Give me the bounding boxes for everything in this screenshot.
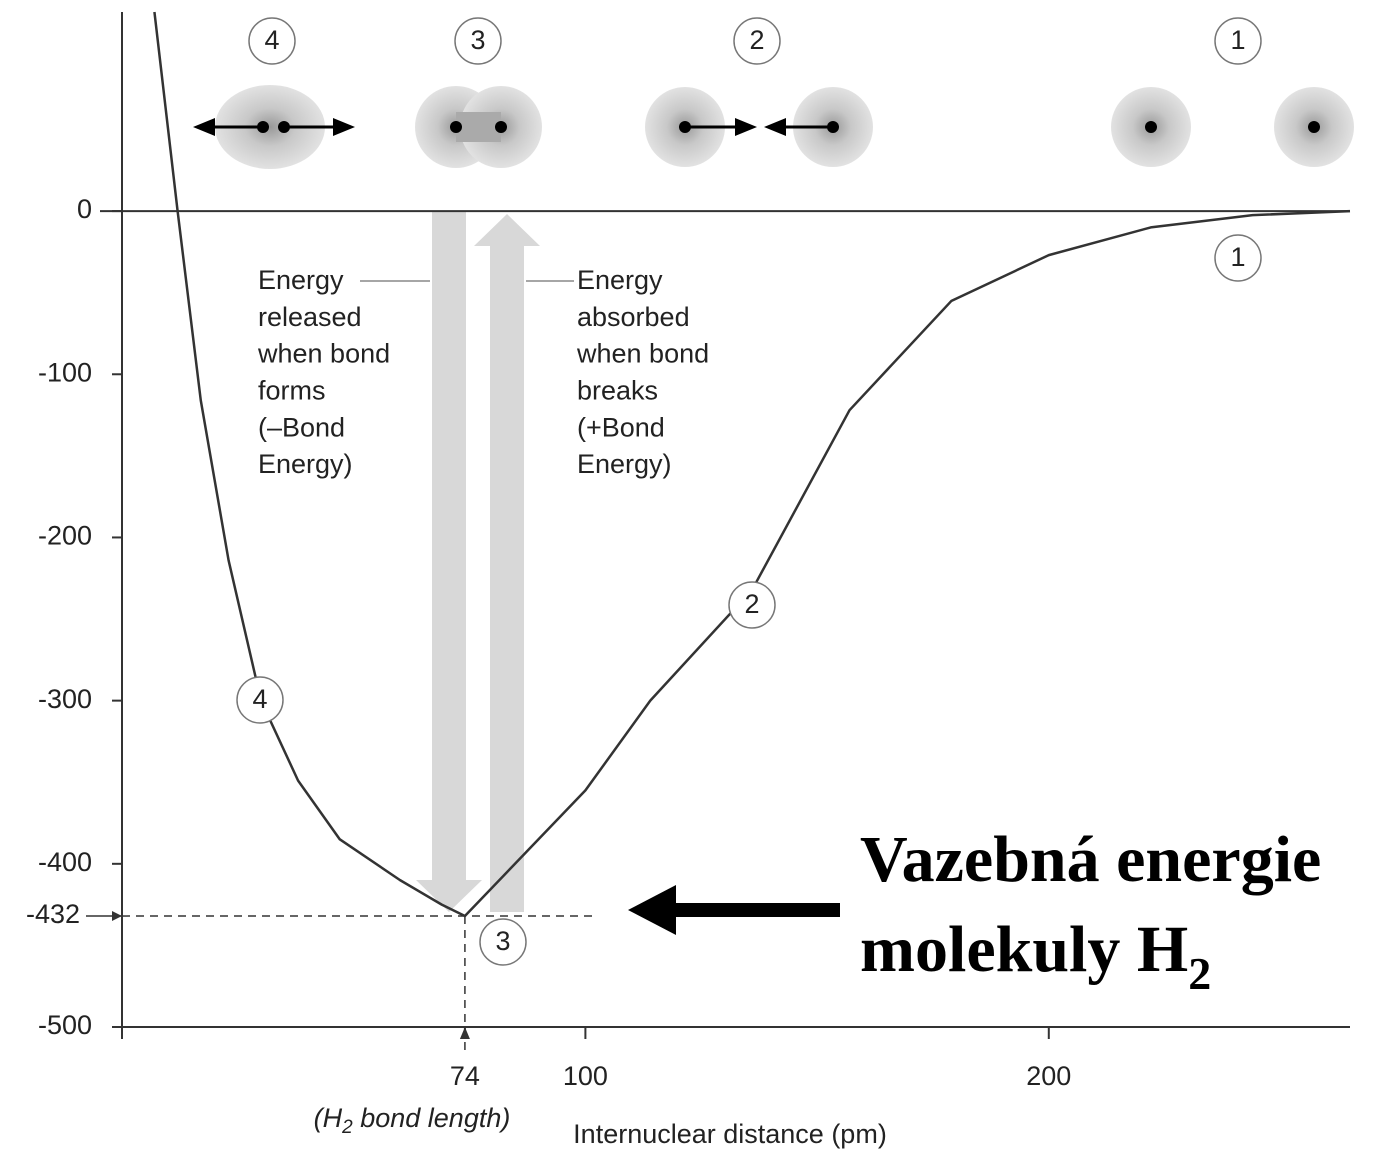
absorbed-note: absorbed	[577, 302, 690, 332]
bond-overlap	[456, 112, 501, 142]
nucleus	[1308, 121, 1320, 133]
stage-circle	[479, 918, 527, 966]
tick-arrow-head	[112, 911, 122, 922]
x-tick-label: 74	[450, 1061, 480, 1091]
stage-circle	[236, 676, 284, 724]
callout-text: molekuly H	[860, 913, 1188, 986]
curve	[153, 11, 1351, 918]
note-subscript: 2	[341, 1117, 353, 1138]
x-tick-label: 200	[1026, 1061, 1071, 1091]
atom-merged	[215, 85, 325, 169]
energy-released-arrow	[416, 211, 482, 912]
stage-circle	[1214, 17, 1262, 65]
released-note: (–Bond	[258, 412, 345, 442]
x-tick-label: 100	[563, 1061, 608, 1091]
guide-arrow-head	[459, 1027, 470, 1039]
energy-absorbed-arrow	[474, 214, 540, 912]
y-tick-label: -300	[38, 684, 92, 714]
absorbed-note: breaks	[577, 376, 658, 406]
atom-diagrams	[193, 85, 1354, 169]
stage-circle	[248, 17, 296, 65]
callout-arrow	[670, 903, 840, 917]
y-tick-label: -500	[38, 1010, 92, 1040]
stage-label: 3	[470, 25, 485, 55]
x-axis-label: Internuclear distance (pm)	[573, 1119, 887, 1149]
absorbed-note: when bond	[576, 339, 709, 369]
callout-subscript: 2	[1188, 948, 1211, 999]
stage-circle	[728, 581, 776, 629]
nucleus	[495, 121, 507, 133]
stage-label: 4	[264, 25, 279, 55]
nucleus	[450, 121, 462, 133]
stage-label: 2	[749, 25, 764, 55]
released-note: Energy	[258, 265, 344, 295]
released-note: forms	[258, 376, 326, 406]
callout-text: molekuly H2	[860, 913, 1211, 998]
stage-label: 2	[744, 589, 759, 619]
absorbed-note: (+Bond	[577, 412, 665, 442]
stage-circle	[1214, 234, 1262, 282]
stage-circle	[454, 17, 502, 65]
released-note: Energy)	[258, 449, 353, 479]
stage-label: 4	[252, 684, 267, 714]
y-tick-label: -100	[38, 357, 92, 387]
y-tick-label: -200	[38, 521, 92, 551]
stage-label: 1	[1230, 25, 1245, 55]
arrow-head	[333, 118, 355, 136]
arrow-head	[735, 118, 757, 136]
stage-label: 3	[495, 926, 510, 956]
callout-arrow-head	[628, 885, 676, 935]
arrow-head	[764, 118, 786, 136]
y-tick-label: -432	[26, 899, 80, 929]
bond-length-note: (H2 bond length)	[314, 1103, 511, 1138]
absorbed-note: Energy)	[577, 449, 672, 479]
y-tick-label: 0	[77, 194, 92, 224]
released-note: when bond	[257, 339, 390, 369]
released-note: released	[258, 302, 362, 332]
absorbed-note: Energy	[577, 265, 663, 295]
note-text: (H	[314, 1103, 343, 1133]
y-tick-label: -400	[38, 847, 92, 877]
arrow-head	[193, 118, 215, 136]
stage-circle	[733, 17, 781, 65]
nucleus	[1145, 121, 1157, 133]
note-text: bond length)	[353, 1103, 511, 1133]
stage-label: 1	[1230, 242, 1245, 272]
callout-text: Vazebná energie	[860, 823, 1321, 896]
